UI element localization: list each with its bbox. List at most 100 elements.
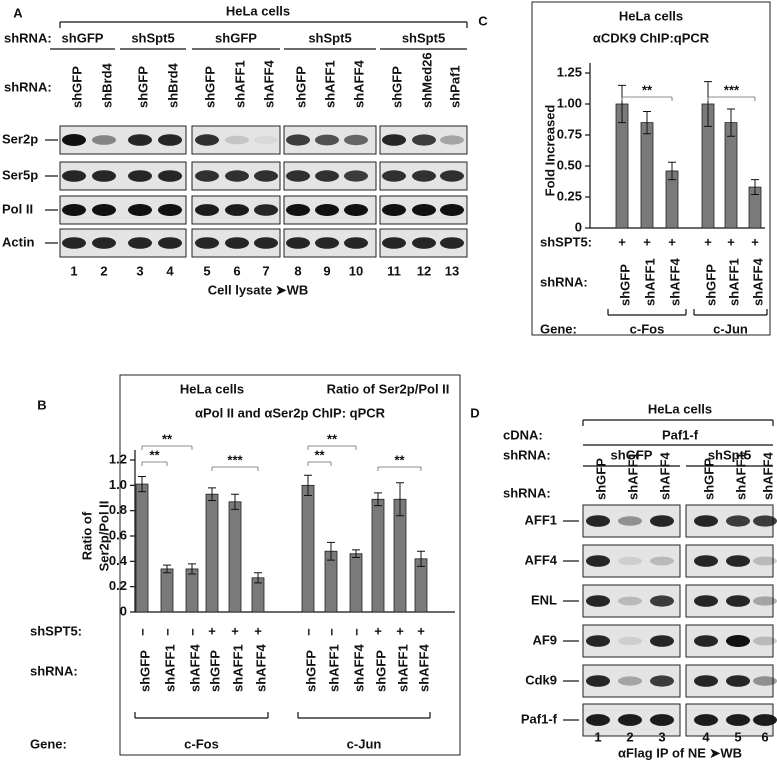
row-label: Paf1-f	[521, 711, 558, 726]
bar	[205, 493, 219, 613]
band	[650, 675, 674, 687]
error-bar	[188, 563, 196, 575]
band	[195, 170, 219, 182]
band	[694, 595, 718, 607]
band	[618, 676, 642, 686]
error-bar	[668, 161, 676, 181]
shspt5-sign: +	[704, 234, 712, 249]
band	[694, 555, 718, 567]
band	[618, 556, 642, 566]
x-tick-label: shAFF1	[726, 258, 741, 306]
band	[694, 635, 718, 647]
band	[315, 204, 339, 216]
y-axis-label: Fold Increased	[542, 105, 557, 197]
band	[254, 135, 278, 145]
band	[158, 134, 182, 146]
error-bar	[704, 81, 712, 127]
band	[92, 135, 116, 145]
error-bar	[163, 564, 171, 574]
y-tick-label: 1.0	[109, 477, 127, 492]
error-bar	[138, 475, 146, 493]
band	[62, 204, 86, 216]
lane: shAFF4	[351, 60, 366, 108]
error-bar	[304, 474, 312, 496]
band	[753, 596, 777, 606]
error-bar	[727, 108, 735, 137]
x-tick-label: shGFP	[617, 264, 632, 306]
footer: Cell lysate ➤WB	[208, 282, 308, 297]
error-bar	[208, 487, 216, 502]
group: shSpt5	[308, 30, 351, 45]
band	[412, 237, 436, 249]
band	[254, 237, 278, 249]
band	[382, 134, 406, 146]
row-label: shRNA:	[30, 663, 78, 678]
group-label: shRNA:	[4, 30, 52, 45]
x-tick-label: shAFF4	[667, 258, 682, 306]
row-label: AFF1	[525, 512, 558, 527]
lane-label: shRNA:	[4, 79, 52, 94]
x-tick-label: shGFP	[207, 650, 222, 692]
lane-label: shRNA:	[503, 485, 551, 500]
band	[315, 170, 339, 182]
band	[344, 204, 368, 216]
bar	[371, 498, 385, 613]
lane: shGFP	[389, 66, 404, 108]
band	[92, 170, 116, 182]
y-tick-label: 1.2	[109, 451, 127, 466]
lane-number: 1	[70, 263, 77, 278]
band	[753, 676, 777, 686]
band	[225, 237, 249, 249]
lane-number: 1	[594, 729, 601, 744]
lane-number: 7	[262, 263, 269, 278]
group: shGFP	[215, 30, 257, 45]
panel-label: B	[37, 397, 46, 412]
error-bar	[254, 572, 262, 584]
band	[618, 516, 642, 526]
x-tick-label: shAFF4	[351, 644, 366, 692]
chart-title: HeLa cells	[180, 381, 244, 396]
row-label: AFF4	[525, 552, 558, 567]
lane: shMed26	[419, 52, 434, 108]
panel-label: C	[478, 13, 488, 28]
y-tick-label: 1.25	[557, 64, 582, 79]
band	[586, 675, 610, 687]
y-tick-label: 0.8	[109, 502, 127, 517]
row-label: Gene:	[30, 736, 67, 751]
x-tick-label: shGFP	[137, 650, 152, 692]
y-tick-label: 0.50	[557, 157, 582, 172]
band	[618, 596, 642, 606]
shspt5-sign: −	[161, 628, 176, 636]
lane: shGFP	[701, 458, 716, 500]
lane: shGFP	[69, 66, 84, 108]
band	[650, 556, 674, 566]
band	[225, 135, 249, 145]
lane-number: 2	[100, 263, 107, 278]
chart-subtitle: Ratio of Ser2p/Pol II	[327, 381, 450, 396]
group: shSpt5	[131, 30, 174, 45]
bar	[160, 568, 174, 613]
band	[586, 555, 610, 567]
lane-number: 3	[136, 263, 143, 278]
shspt5-sign: +	[417, 623, 425, 638]
x-tick-label: shAFF1	[230, 644, 245, 692]
lane-number: 2	[626, 729, 633, 744]
band	[586, 635, 610, 647]
x-tick-label: shAFF1	[642, 258, 657, 306]
bar	[135, 483, 149, 613]
shspt5-sign: +	[374, 623, 382, 638]
band	[92, 237, 116, 249]
annotation: αPol II and αSer2p ChIP: qPCR	[195, 405, 386, 420]
bar	[349, 553, 363, 613]
lane: shGFP	[293, 66, 308, 108]
shspt5-sign: +	[208, 623, 216, 638]
band	[195, 134, 219, 146]
band	[62, 134, 86, 146]
significance: **	[149, 447, 160, 462]
bar	[228, 501, 242, 613]
lane: shAFF4	[760, 452, 775, 500]
lane-number: 5	[734, 729, 741, 744]
row-label: Ser5p	[2, 167, 38, 182]
chart-subtitle: αCDK9 ChIP:qPCR	[593, 30, 710, 45]
lane-number: 6	[233, 263, 240, 278]
